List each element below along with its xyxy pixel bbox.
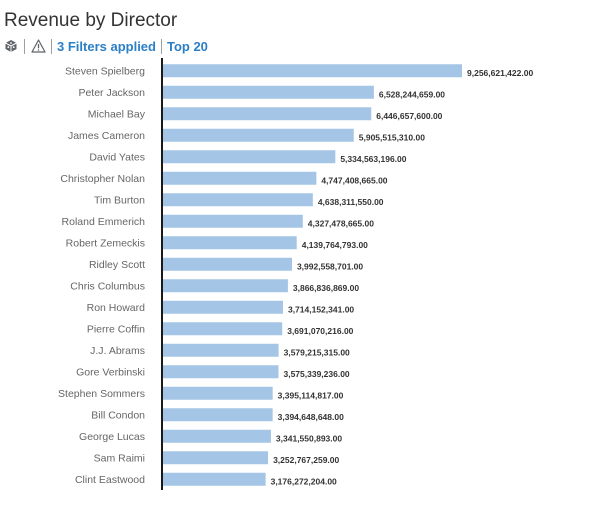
bar[interactable] — [163, 343, 279, 357]
value-label: 3,252,767,259.00 — [273, 455, 339, 465]
toolbar-divider — [160, 38, 162, 54]
bar[interactable] — [163, 451, 269, 465]
category-label: Roland Emmerich — [62, 216, 146, 228]
category-label: Steven Spielberg — [65, 66, 145, 78]
value-label: 3,176,272,204.00 — [271, 476, 337, 486]
value-label: 3,575,339,236.00 — [283, 369, 349, 379]
bar[interactable] — [163, 429, 271, 443]
bar[interactable] — [163, 193, 313, 207]
bar[interactable] — [163, 322, 283, 336]
value-label: 3,341,550,893.00 — [276, 433, 342, 443]
value-label: 6,446,657,600.00 — [376, 111, 442, 121]
top-n-link[interactable]: Top 20 — [166, 38, 208, 54]
category-label: Chris Columbus — [70, 281, 145, 293]
bar[interactable] — [163, 408, 273, 422]
category-label: J.J. Abrams — [90, 345, 145, 357]
warning-icon[interactable] — [30, 38, 46, 54]
value-label: 4,139,764,793.00 — [302, 240, 368, 250]
filters-applied-link[interactable]: 3 Filters applied — [57, 38, 156, 54]
value-label: 9,256,621,422.00 — [467, 68, 533, 78]
category-label: Peter Jackson — [78, 87, 145, 99]
value-label: 4,747,408,665.00 — [321, 175, 387, 185]
bar[interactable] — [163, 257, 292, 271]
category-label: Ridley Scott — [89, 259, 145, 271]
bar[interactable] — [163, 472, 266, 486]
value-label: 3,992,558,701.00 — [297, 261, 363, 271]
category-label: James Cameron — [68, 130, 145, 142]
value-label: 3,691,070,216.00 — [287, 326, 353, 336]
category-label: Bill Condon — [91, 410, 145, 422]
bar[interactable] — [163, 365, 279, 379]
category-label: Pierre Coffin — [87, 324, 145, 336]
category-label: George Lucas — [79, 431, 145, 443]
bar[interactable] — [163, 214, 303, 228]
bar[interactable] — [163, 85, 374, 99]
category-label: Christopher Nolan — [60, 173, 145, 185]
category-label: Michael Bay — [88, 109, 146, 121]
bar[interactable] — [163, 107, 372, 121]
chart-toolbar: 3 Filters applied Top 20 — [3, 37, 208, 55]
value-label: 3,394,648,648.00 — [278, 412, 344, 422]
category-label: Stephen Sommers — [58, 388, 145, 400]
value-label: 3,579,215,315.00 — [284, 347, 350, 357]
category-label: David Yates — [89, 152, 145, 164]
bar[interactable] — [163, 150, 336, 164]
bar[interactable] — [163, 300, 283, 314]
cube-icon[interactable] — [3, 38, 19, 54]
value-label: 4,638,311,550.00 — [318, 197, 384, 207]
category-label: Gore Verbinski — [76, 367, 145, 379]
bar[interactable] — [163, 64, 462, 78]
bar[interactable] — [163, 386, 273, 400]
bar[interactable] — [163, 171, 317, 185]
toolbar-divider — [51, 38, 52, 54]
value-label: 5,334,563,196.00 — [340, 154, 406, 164]
category-label: Tim Burton — [94, 195, 145, 207]
value-label: 5,905,515,310.00 — [359, 132, 425, 142]
bar[interactable] — [163, 128, 354, 142]
bar[interactable] — [163, 279, 288, 293]
chart-title: Revenue by Director — [4, 10, 178, 31]
value-label: 6,528,244,659.00 — [379, 89, 445, 99]
category-label: Robert Zemeckis — [66, 238, 145, 250]
category-label: Clint Eastwood — [75, 474, 145, 486]
value-label: 3,866,836,869.00 — [293, 283, 359, 293]
value-label: 4,327,478,665.00 — [308, 218, 374, 228]
category-label: Ron Howard — [87, 302, 146, 314]
value-label: 3,714,152,341.00 — [288, 304, 354, 314]
value-label: 3,395,114,817.00 — [278, 390, 344, 400]
category-label: Sam Raimi — [94, 453, 145, 465]
bar[interactable] — [163, 236, 297, 250]
toolbar-divider — [24, 38, 25, 54]
